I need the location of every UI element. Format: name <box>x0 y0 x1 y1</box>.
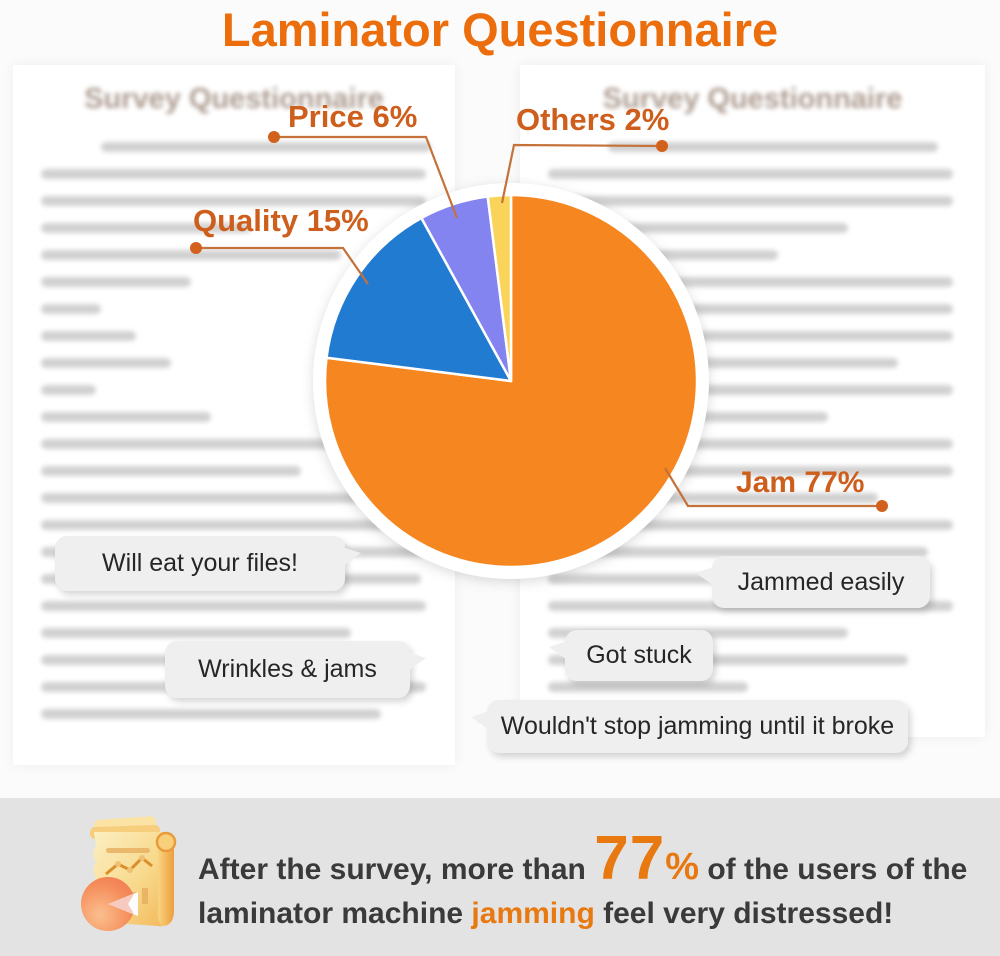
summary-banner: After the survey, more than 77% of the u… <box>0 798 1000 956</box>
blurred-text-line <box>41 331 136 341</box>
summary-line2-suffix: feel very distressed! <box>594 897 894 930</box>
summary-big-number: 77 <box>594 824 666 893</box>
blurred-text-line <box>41 250 341 260</box>
blurred-text-line <box>41 709 381 719</box>
blurred-text-line <box>548 547 928 557</box>
report-scroll-icon <box>81 816 177 931</box>
blurred-text-line <box>548 574 798 584</box>
blurred-text-line <box>548 196 953 206</box>
quote-bubble-eat-files: Will eat your files! <box>55 536 361 591</box>
blurred-text-line <box>548 331 953 341</box>
blurred-text-line <box>548 439 953 449</box>
summary-line2-prefix: laminator machine <box>198 897 472 930</box>
blurred-text-line <box>548 304 953 314</box>
blurred-text-line <box>101 142 431 152</box>
quote-bubble-jammed-easily: Jammed easily <box>696 556 930 608</box>
blurred-text-line <box>41 277 191 287</box>
blurred-text-line <box>548 223 848 233</box>
blurred-text-line <box>548 655 908 665</box>
document-heading: Survey Questionnaire <box>602 83 903 115</box>
quote-bubble-got-stuck: Got stuck <box>549 630 713 681</box>
label-quality: Quality 15% <box>193 203 369 238</box>
summary-line-2: laminator machine jamming feel very dist… <box>198 892 967 936</box>
summary-text: After the survey, more than 77% of the u… <box>198 828 967 936</box>
blurred-text-line <box>41 385 96 395</box>
blurred-text-line <box>548 682 748 692</box>
pie-wedge-icon <box>81 877 138 931</box>
label-price: Price 6% <box>288 99 418 134</box>
blurred-text-line <box>548 277 953 287</box>
blurred-text-line <box>548 358 898 368</box>
blurred-text-line <box>41 628 351 638</box>
blurred-text-line <box>41 358 171 368</box>
summary-accent-word: jamming <box>471 897 595 930</box>
blurred-text-line <box>548 385 953 395</box>
blurred-text-line <box>41 493 426 503</box>
label-jam: Jam 77% <box>736 466 865 499</box>
quote-bubble-broke: Wouldn't stop jamming until it broke <box>471 700 908 753</box>
chart-stage: Survey Questionnaire Survey Questionnair… <box>41 3 953 753</box>
blurred-text-line <box>41 223 251 233</box>
blurred-text-line <box>41 520 411 530</box>
blurred-text-line <box>548 169 953 179</box>
pie-chart <box>313 183 709 579</box>
blurred-text-line <box>41 196 426 206</box>
blurred-text-line <box>41 169 426 179</box>
blurred-text-line <box>41 439 426 449</box>
quote-bubble-wrinkles-jams: Wrinkles & jams <box>165 641 426 698</box>
blurred-text-line <box>548 520 953 530</box>
label-others: Others 2% <box>516 102 670 137</box>
blurred-text-line <box>41 601 426 611</box>
blurred-text-line <box>608 142 938 152</box>
summary-line1-prefix: After the survey, more than <box>198 853 595 886</box>
page-title: Laminator Questionnaire <box>221 3 779 56</box>
summary-percent-sign: % <box>665 846 699 888</box>
blurred-text-line <box>41 466 301 476</box>
document-heading: Survey Questionnaire <box>84 83 384 115</box>
blurred-text-line <box>41 412 211 422</box>
blurred-text-line <box>41 304 101 314</box>
summary-line-1: After the survey, more than 77% of the u… <box>198 828 967 892</box>
summary-line1-suffix: of the users of the <box>698 853 968 886</box>
